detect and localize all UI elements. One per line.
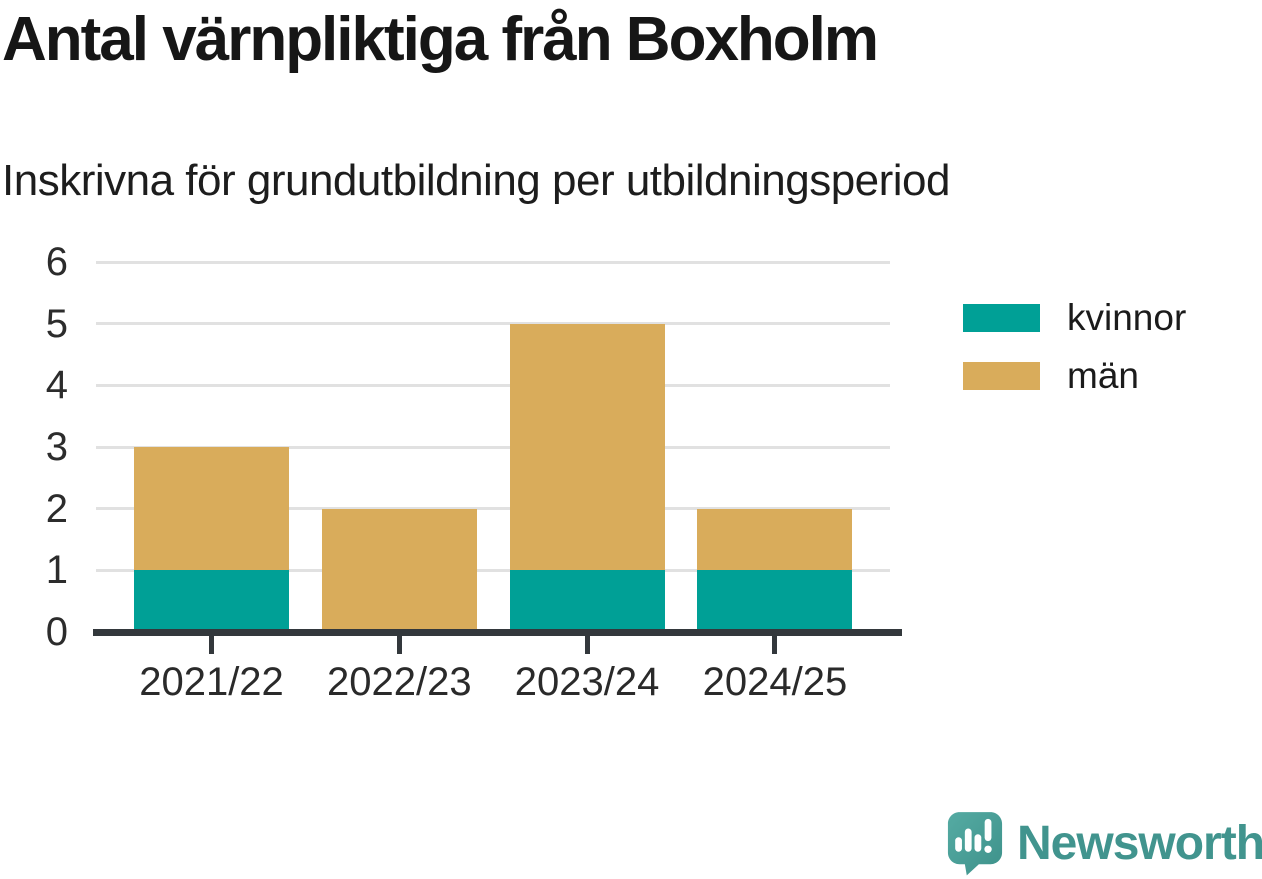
brand-footer: Newsworthy (946, 810, 1262, 876)
bar-segment-män-2024/25 (697, 508, 853, 571)
logo-exclamation-dot (984, 845, 992, 853)
plot-area (96, 260, 902, 632)
x-tick-label-2022/23: 2022/23 (327, 660, 472, 704)
gridline-6 (96, 260, 890, 264)
chart-title: Antal värnpliktiga från Boxholm (2, 5, 879, 74)
gridline-2 (96, 507, 890, 511)
y-axis: 0 1 2 3 4 5 6 (0, 242, 68, 652)
y-tick-label-6: 6 (45, 240, 68, 284)
bar-segment-kvinnor-2023/24 (509, 570, 665, 632)
logo-exclamation-line (984, 818, 992, 842)
bar-segment-män-2021/22 (134, 447, 289, 571)
legend-swatch-kvinnor (963, 304, 1040, 332)
logo-bar-3 (974, 834, 982, 852)
y-tick-label-5: 5 (45, 301, 68, 346)
bar-segment-män-2022/23 (321, 508, 477, 632)
gridline-4 (96, 383, 890, 387)
bar-segment-kvinnor-2024/25 (697, 570, 853, 632)
x-tick-2024/25 (772, 636, 778, 654)
x-tick-label-2024/25: 2024/25 (702, 660, 848, 704)
brand-name: Newsworthy (1017, 816, 1262, 870)
x-tick-2022/23 (396, 636, 402, 654)
legend: kvinnor män (963, 297, 1186, 396)
x-axis: 2021/22 2022/23 2023/24 2024/25 (96, 636, 902, 726)
bar-segment-kvinnor-2021/22 (134, 570, 289, 632)
newsworthy-logo-icon (947, 812, 1003, 876)
gridline-3 (96, 445, 890, 449)
x-axis-line (93, 629, 902, 636)
y-tick-label-3: 3 (45, 425, 68, 469)
logo-bar-2 (964, 828, 972, 852)
x-tick-2021/22 (209, 636, 214, 654)
x-tick-label-2021/22: 2021/22 (139, 660, 284, 704)
legend-swatch-män (963, 362, 1040, 390)
logo-bar-1 (955, 837, 962, 852)
y-tick-label-1: 1 (45, 548, 68, 593)
legend-label-män: män (1067, 355, 1139, 396)
legend-label-kvinnor: kvinnor (1067, 297, 1187, 338)
chart-subtitle: Inskrivna för grundutbildning per utbild… (2, 156, 951, 205)
x-tick-2023/24 (584, 636, 590, 654)
y-tick-label-4: 4 (45, 363, 68, 408)
x-tick-label-2023/24: 2023/24 (514, 660, 660, 704)
legend-item-kvinnor: kvinnor (963, 297, 1186, 338)
bar-segment-män-2023/24 (509, 323, 665, 571)
legend-item-män: män (963, 355, 1186, 396)
y-tick-label-2: 2 (45, 486, 68, 531)
gridline-5 (96, 322, 890, 326)
gridline-1 (96, 568, 890, 572)
y-tick-label-0: 0 (45, 610, 68, 654)
